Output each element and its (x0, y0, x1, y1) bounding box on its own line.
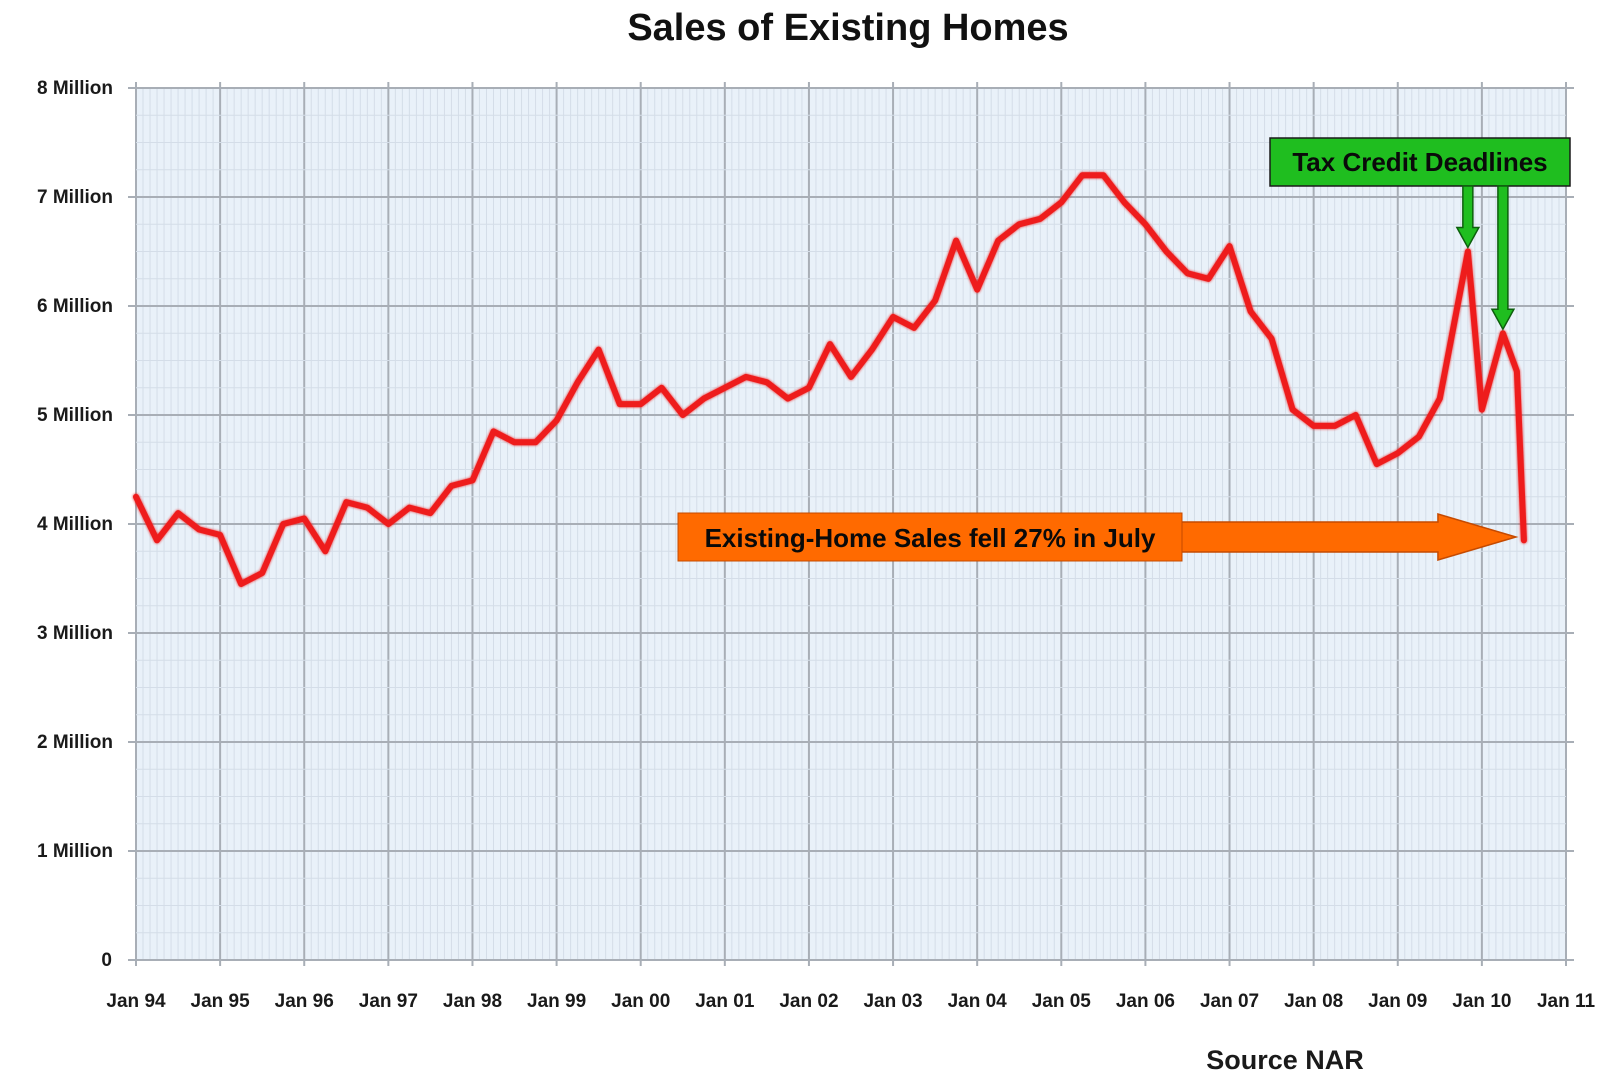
x-tick-label: Jan 04 (948, 991, 1008, 1012)
x-tick-label: Jan 95 (191, 991, 251, 1012)
y-tick-label: 5 Million (37, 405, 113, 426)
source-note: Source NAR (1206, 1045, 1364, 1075)
x-tick-label: Jan 98 (443, 991, 502, 1012)
x-tick-label: Jan 07 (1200, 991, 1259, 1012)
x-tick-label: Jan 02 (779, 991, 838, 1012)
tax-credit-arrow-2 (1490, 185, 1516, 331)
sales-drop-arrow (1179, 512, 1519, 562)
y-tick-label: 1 Million (37, 841, 113, 862)
x-tick-label: Jan 97 (359, 991, 418, 1012)
y-tick-label: 3 Million (37, 623, 113, 644)
horizontal-gridlines (128, 87, 1574, 961)
x-tick-label: Jan 00 (611, 991, 670, 1012)
x-tick-label: Jan 06 (1116, 991, 1175, 1012)
x-tick-label: Jan 01 (695, 991, 755, 1012)
tax-credit-arrow-1 (1455, 185, 1481, 250)
y-tick-label: 7 Million (37, 187, 113, 208)
x-tick-label: Jan 09 (1368, 991, 1427, 1012)
x-axis: Jan 94 Jan 95 Jan 96 Jan 97 Jan 98 Jan 99 Jan … (106, 991, 1595, 1012)
tax-credit-label: Tax Credit Deadlines (1292, 147, 1547, 177)
series-line (133, 172, 1527, 587)
x-tick-label: Jan 99 (527, 991, 586, 1012)
x-tick-label: Jan 10 (1452, 991, 1511, 1012)
y-tick-label: 8 Million (37, 78, 113, 99)
tax-credit-callout: Tax Credit Deadlines (1269, 137, 1571, 331)
x-tick-label: Jan 05 (1032, 991, 1092, 1012)
x-tick-label: Jan 03 (863, 991, 922, 1012)
tax-credit-box (1269, 137, 1571, 187)
y-tick-label: 0 (101, 950, 112, 971)
sales-drop-box (677, 512, 1183, 562)
y-tick-label: 4 Million (37, 514, 113, 535)
sales-drop-label: Existing-Home Sales fell 27% in July (705, 523, 1156, 553)
y-tick-label: 6 Million (37, 296, 113, 317)
y-axis: 0 1 Million 2 Million 3 Million 4 Million 5 M… (37, 78, 113, 971)
y-tick-label: 2 Million (37, 732, 113, 753)
sales-drop-callout: Existing-Home Sales fell 27% in July (677, 512, 1519, 562)
x-tick-label: Jan 96 (275, 991, 334, 1012)
x-tick-label: Jan 94 (106, 991, 166, 1012)
x-tick-label: Jan 11 (1537, 991, 1596, 1012)
x-tick-label: Jan 08 (1284, 991, 1343, 1012)
chart-title: Sales of Existing Homes (627, 7, 1068, 49)
